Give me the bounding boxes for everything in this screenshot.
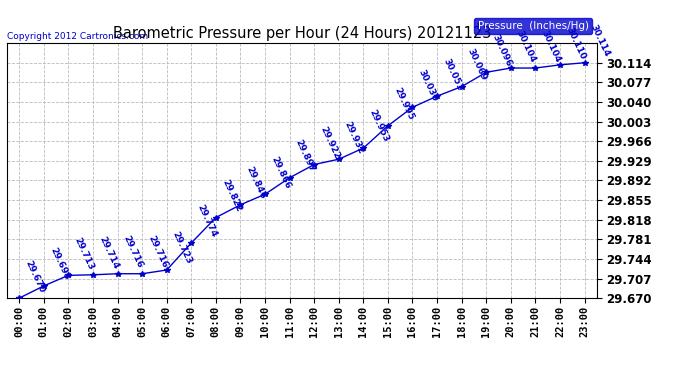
Text: 30.069: 30.069: [466, 47, 489, 82]
Text: 30.030: 30.030: [417, 68, 440, 103]
Text: 29.822: 29.822: [220, 178, 243, 213]
Text: 29.866: 29.866: [269, 155, 292, 190]
Text: 29.693: 29.693: [48, 246, 71, 282]
Text: 29.716: 29.716: [121, 234, 145, 270]
Text: Copyright 2012 Cartronics.com: Copyright 2012 Cartronics.com: [7, 32, 148, 40]
Text: 29.714: 29.714: [97, 235, 120, 271]
Text: 29.922: 29.922: [318, 125, 342, 160]
Text: 30.104: 30.104: [515, 29, 538, 64]
Text: 30.110: 30.110: [564, 26, 586, 61]
Text: 29.953: 29.953: [368, 108, 391, 144]
Text: 29.670: 29.670: [23, 259, 46, 294]
Text: 29.932: 29.932: [343, 120, 366, 155]
Text: 30.051: 30.051: [441, 57, 464, 92]
Text: 29.716: 29.716: [146, 234, 169, 270]
Text: 29.897: 29.897: [294, 138, 317, 174]
Text: 29.774: 29.774: [195, 203, 219, 239]
Text: 30.096: 30.096: [491, 33, 513, 68]
Text: 29.846: 29.846: [244, 165, 268, 201]
Text: 29.713: 29.713: [72, 236, 95, 271]
Text: 30.114: 30.114: [589, 23, 611, 58]
Title: Barometric Pressure per Hour (24 Hours) 20121123: Barometric Pressure per Hour (24 Hours) …: [112, 26, 491, 40]
Text: 30.104: 30.104: [540, 29, 562, 64]
Text: 29.995: 29.995: [392, 86, 415, 122]
Legend: Pressure  (Inches/Hg): Pressure (Inches/Hg): [475, 18, 591, 34]
Text: 29.723: 29.723: [171, 231, 194, 266]
